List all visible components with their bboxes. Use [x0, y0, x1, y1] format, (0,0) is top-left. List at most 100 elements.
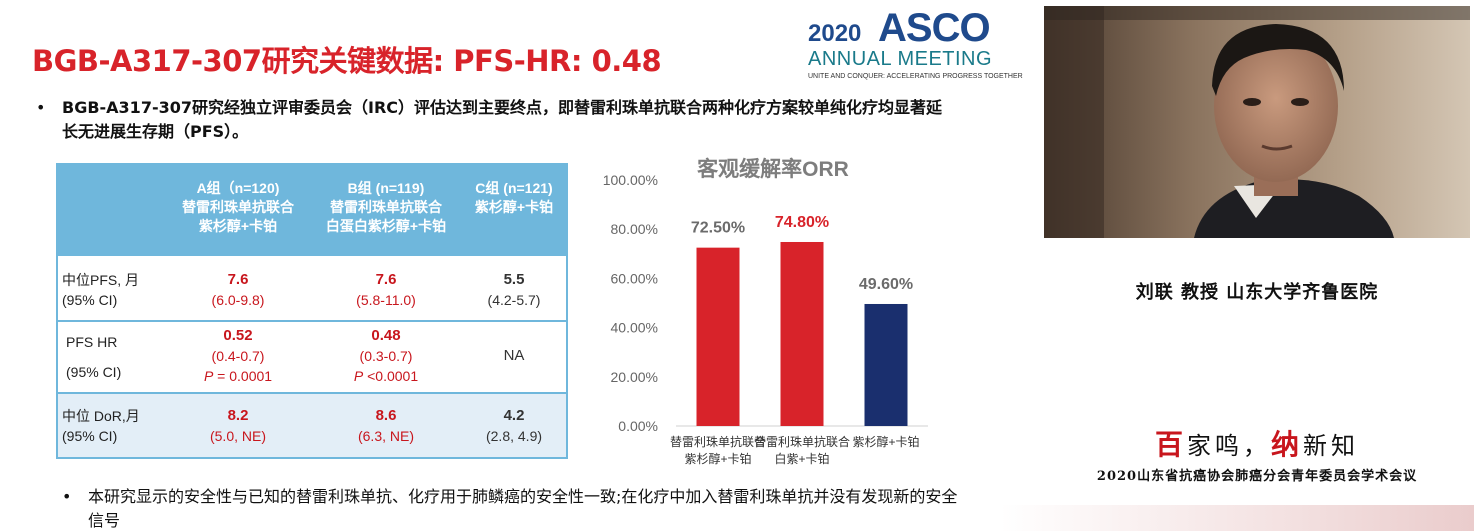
- row-label-line2: (95% CI): [62, 428, 118, 444]
- cell-value: 8.2: [227, 407, 249, 424]
- bullet-marker: •: [36, 98, 46, 117]
- chart-title: 客观缓解率ORR: [697, 157, 849, 181]
- cell-value: 8.6: [375, 407, 397, 424]
- bar-data-label: 74.80%: [775, 214, 829, 231]
- speaker-panel: 刘联 教授 山东大学齐鲁医院 百家鸣，纳新知 2020山东省抗癌协会肺癌分会青年…: [1040, 0, 1474, 531]
- x-tick-label: 紫杉醇+卡铂: [852, 434, 919, 449]
- event-slogan: 百家鸣，纳新知: [1040, 423, 1474, 463]
- cell-ci: (5.8-11.0): [356, 292, 416, 308]
- cell-ci: (2.8, 4.9): [485, 428, 543, 444]
- asco-logo-meeting: ANNUAL MEETING: [808, 48, 993, 70]
- header-group-a: A组（n=120) 替雷利珠单抗联合 紫杉醇+卡铂: [168, 179, 308, 236]
- table-header: A组（n=120) 替雷利珠单抗联合 紫杉醇+卡铂 B组 (n=119) 替雷利…: [56, 163, 568, 254]
- cell-p-value: P = 0.0001: [168, 366, 308, 386]
- cell-group-b: 7.6 (5.8-11.0): [312, 270, 460, 310]
- row-label-line2: (95% CI): [62, 292, 118, 308]
- bar-data-label: 72.50%: [691, 220, 745, 237]
- row-label-line1: 中位PFS, 月: [62, 272, 140, 288]
- cell-value: 7.6: [375, 271, 397, 288]
- bar: [696, 247, 740, 426]
- header-group-a-line3: 紫杉醇+卡铂: [198, 218, 278, 234]
- slogan-part-4: 新知: [1303, 432, 1360, 460]
- cell-value: 7.6: [227, 271, 249, 288]
- header-group-b-line2: 替雷利珠单抗联合: [330, 199, 442, 215]
- y-tick-label: 40.00%: [611, 320, 658, 336]
- asco-logo: 2020 ASCO ANNUAL MEETING UNITE AND CONQU…: [808, 6, 1023, 82]
- speaker-caption: 刘联 教授 山东大学齐鲁医院: [1135, 282, 1379, 303]
- y-tick-label: 80.00%: [611, 221, 658, 237]
- key-finding-bullet: • BGB-A317-307研究经独立评审委员会（IRC）评估达到主要终点，即替…: [36, 96, 943, 144]
- slogan-part-3: 纳: [1271, 428, 1304, 461]
- orr-bar-chart: 客观缓解率ORR 0.00% 20.00% 40.00% 60.00% 80.00% 100…: [603, 157, 928, 466]
- header-group-a-title: A组（n=120): [196, 180, 280, 196]
- cell-value: 5.5: [503, 271, 525, 288]
- cell-group-c: NA: [462, 346, 566, 366]
- y-tick-label: 60.00%: [611, 270, 658, 286]
- cell-ci: (4.2-5.7): [487, 292, 541, 308]
- safety-bullet: • 本研究显示的安全性与已知的替雷利珠单抗、化疗用于肺鳞癌的安全性一致;在化疗中…: [62, 485, 968, 531]
- safety-text: 本研究显示的安全性与已知的替雷利珠单抗、化疗用于肺鳞癌的安全性一致;在化疗中加入…: [88, 487, 958, 530]
- p-value: = 0.0001: [213, 368, 273, 384]
- header-group-b-line3: 白蛋白紫杉醇+卡铂: [325, 218, 447, 234]
- x-tick-label: 替雷利珠单抗联合: [670, 434, 766, 449]
- cell-value: 4.2: [503, 407, 525, 424]
- cell-group-a: 0.52 (0.4-0.7) P = 0.0001: [168, 326, 308, 386]
- cell-ci: (0.4-0.7): [211, 348, 265, 364]
- table-row: 中位PFS, 月 (95% CI) 7.6 (6.0-9.8) 7.6 (5.8…: [56, 254, 568, 320]
- slogan-part-2: 家鸣，: [1187, 432, 1271, 460]
- cell-ci: (6.0-9.8): [211, 292, 265, 308]
- asco-logo-name: ASCO: [878, 6, 991, 50]
- header-group-b-title: B组 (n=119): [347, 180, 425, 196]
- slogan-part-1: 百: [1154, 428, 1187, 461]
- header-group-b: B组 (n=119) 替雷利珠单抗联合 白蛋白紫杉醇+卡铂: [312, 179, 460, 236]
- cell-value: NA: [503, 347, 525, 364]
- cell-group-c: 5.5 (4.2-5.7): [462, 270, 566, 310]
- bar: [864, 303, 908, 426]
- decorative-corner-fade: [1000, 505, 1474, 531]
- cell-value: 0.48: [371, 327, 401, 344]
- cell-group-c: 4.2 (2.8, 4.9): [462, 406, 566, 446]
- p-label: P: [353, 368, 364, 384]
- table-row: 中位 DoR,月 (95% CI) 8.2 (5.0, NE) 8.6 (6.3…: [56, 392, 568, 459]
- speaker-video-feed: [1044, 6, 1470, 238]
- speaker-video-image: [1044, 6, 1470, 238]
- slide-title: BGB-A317-307研究关键数据: PFS-HR: 0.48: [32, 44, 662, 78]
- cell-ci: (5.0, NE): [209, 428, 266, 444]
- row-label: 中位PFS, 月 (95% CI): [62, 270, 172, 310]
- y-tick-label: 20.00%: [611, 369, 658, 385]
- p-value: <0.0001: [363, 368, 419, 384]
- x-tick-label: 替雷利珠单抗联合: [754, 434, 850, 449]
- x-tick-label: 白紫+卡铂: [774, 451, 829, 466]
- cell-p-value: P <0.0001: [312, 366, 460, 386]
- cell-group-b: 0.48 (0.3-0.7) P <0.0001: [312, 326, 460, 386]
- key-finding-text: BGB-A317-307研究经独立评审委员会（IRC）评估达到主要终点，即替雷利…: [62, 98, 943, 141]
- bar: [780, 241, 824, 426]
- header-group-c-title: C组 (n=121): [475, 180, 553, 196]
- cell-ci: (6.3, NE): [357, 428, 414, 444]
- pfs-data-table: A组（n=120) 替雷利珠单抗联合 紫杉醇+卡铂 B组 (n=119) 替雷利…: [56, 163, 568, 459]
- asco-logo-tagline: UNITE AND CONQUER: ACCELERATING PROGRESS…: [808, 73, 1023, 80]
- cell-value: 0.52: [223, 327, 253, 344]
- row-label: PFS HR (95% CI): [66, 332, 176, 382]
- y-tick-label: 100.00%: [603, 172, 658, 188]
- cell-group-a: 8.2 (5.0, NE): [168, 406, 308, 446]
- presentation-slide: BGB-A317-307研究关键数据: PFS-HR: 0.48 2020 AS…: [32, 6, 1023, 531]
- bullet-marker: •: [62, 487, 72, 506]
- y-tick-label: 0.00%: [618, 418, 658, 434]
- row-label-line1: 中位 DoR,月: [62, 408, 140, 424]
- cell-group-b: 8.6 (6.3, NE): [312, 406, 460, 446]
- event-name: 2020山东省抗癌协会肺癌分会青年委员会学术会议: [1096, 469, 1418, 484]
- x-tick-label: 紫杉醇+卡铂: [684, 451, 751, 466]
- table-row: PFS HR (95% CI) 0.52 (0.4-0.7) P = 0.000…: [56, 320, 568, 392]
- p-label: P: [203, 368, 214, 384]
- header-group-a-line2: 替雷利珠单抗联合: [182, 199, 294, 215]
- cell-group-a: 7.6 (6.0-9.8): [168, 270, 308, 310]
- row-label-line1: PFS HR: [66, 334, 118, 350]
- header-group-c: C组 (n=121) 紫杉醇+卡铂: [462, 179, 566, 217]
- asco-logo-year: 2020: [808, 20, 862, 47]
- cell-ci: (0.3-0.7): [359, 348, 413, 364]
- row-label-line2: (95% CI): [66, 364, 122, 380]
- header-group-c-line2: 紫杉醇+卡铂: [474, 199, 554, 215]
- bar-data-label: 49.60%: [859, 276, 913, 293]
- row-label: 中位 DoR,月 (95% CI): [62, 406, 172, 446]
